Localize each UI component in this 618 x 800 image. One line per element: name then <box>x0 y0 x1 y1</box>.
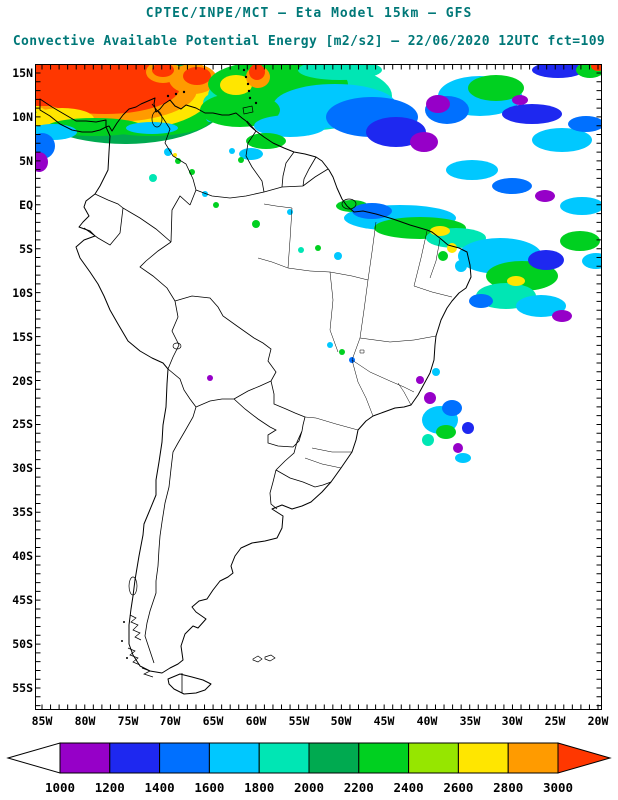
colorbar-tick-label: 1600 <box>194 780 224 795</box>
lat-label: 5S <box>19 242 33 256</box>
islands <box>121 68 357 678</box>
colorbar-segment <box>109 742 161 774</box>
colorbar-segment <box>507 742 559 774</box>
lon-label: 20W <box>588 714 609 728</box>
lat-label: 10N <box>12 110 33 124</box>
colorbar-right-arrow <box>557 742 612 774</box>
lon-label: 30W <box>502 714 523 728</box>
lat-label: 15N <box>12 66 33 80</box>
lon-axis-labels: 85W 80W 75W 70W 65W 60W 55W 50W 45W 40W … <box>32 714 609 728</box>
colorbar-segment <box>258 742 310 774</box>
colorbar-tick-label: 2600 <box>443 780 473 795</box>
colorbar-tick-label: 2200 <box>344 780 374 795</box>
lon-label: 55W <box>289 714 310 728</box>
lat-label: EQ <box>19 198 33 212</box>
lat-label: 45S <box>12 593 33 607</box>
lon-label: 60W <box>246 714 267 728</box>
colorbar-segment <box>457 742 509 774</box>
colorbar-tick-label: 1000 <box>45 780 75 795</box>
lon-label: 25W <box>545 714 566 728</box>
lat-label: 55S <box>12 681 33 695</box>
colorbar-segment <box>208 742 260 774</box>
lon-label: 35W <box>460 714 481 728</box>
lat-axis-labels: 15N 10N 5N EQ 5S 10S 15S 20S 25S 30S 35S… <box>12 66 33 695</box>
colorbar-segment <box>159 742 210 774</box>
lat-label: 20S <box>12 374 33 388</box>
lat-label: 25S <box>12 417 33 431</box>
cape-shading <box>36 64 602 463</box>
lon-label: 75W <box>118 714 139 728</box>
lat-label: 50S <box>12 637 33 651</box>
map-ticks <box>35 64 602 710</box>
coastlines <box>39 97 472 695</box>
lat-label: 40S <box>12 549 33 563</box>
colorbar-segment <box>308 742 360 774</box>
colorbar: 1000 1200 1400 1600 1800 2000 2200 2400 … <box>6 742 612 795</box>
colorbar-tick-label: 1200 <box>95 780 125 795</box>
map-frame <box>35 64 602 710</box>
colorbar-tick-label: 1800 <box>244 780 274 795</box>
colorbar-tick-label: 2400 <box>394 780 424 795</box>
lakes <box>151 110 182 350</box>
lat-label: 35S <box>12 505 33 519</box>
lon-label: 80W <box>75 714 96 728</box>
lat-label: 30S <box>12 461 33 475</box>
country-borders <box>83 103 332 693</box>
lon-label: 50W <box>331 714 352 728</box>
lat-label: 15S <box>12 330 33 344</box>
colorbar-tick-label: 1400 <box>145 780 175 795</box>
lon-label: 70W <box>160 714 181 728</box>
map-subtitle: Convective Available Potential Energy [m… <box>12 34 606 49</box>
lon-label: 85W <box>32 714 53 728</box>
colorbar-left-arrow <box>6 742 61 774</box>
lon-label: 45W <box>374 714 395 728</box>
colorbar-tick-labels: 1000 1200 1400 1600 1800 2000 2200 2400 … <box>45 780 573 795</box>
colorbar-segment <box>358 742 410 774</box>
lat-label: 10S <box>12 286 33 300</box>
state-borders <box>257 203 453 469</box>
colorbar-segment <box>59 742 111 774</box>
colorbar-tick-label: 3000 <box>543 780 573 795</box>
lat-label: 5N <box>19 154 33 168</box>
colorbar-segment <box>408 742 459 774</box>
map-canvas: 15N 10N 5N EQ 5S 10S 15S 20S 25S 30S 35S… <box>12 64 609 728</box>
colorbar-tick-label: 2000 <box>294 780 324 795</box>
lon-label: 40W <box>417 714 438 728</box>
page-title: CPTEC/INPE/MCT — Eta Model 15km — GFS <box>145 6 473 21</box>
lon-label: 65W <box>203 714 224 728</box>
colorbar-tick-label: 2800 <box>493 780 523 795</box>
